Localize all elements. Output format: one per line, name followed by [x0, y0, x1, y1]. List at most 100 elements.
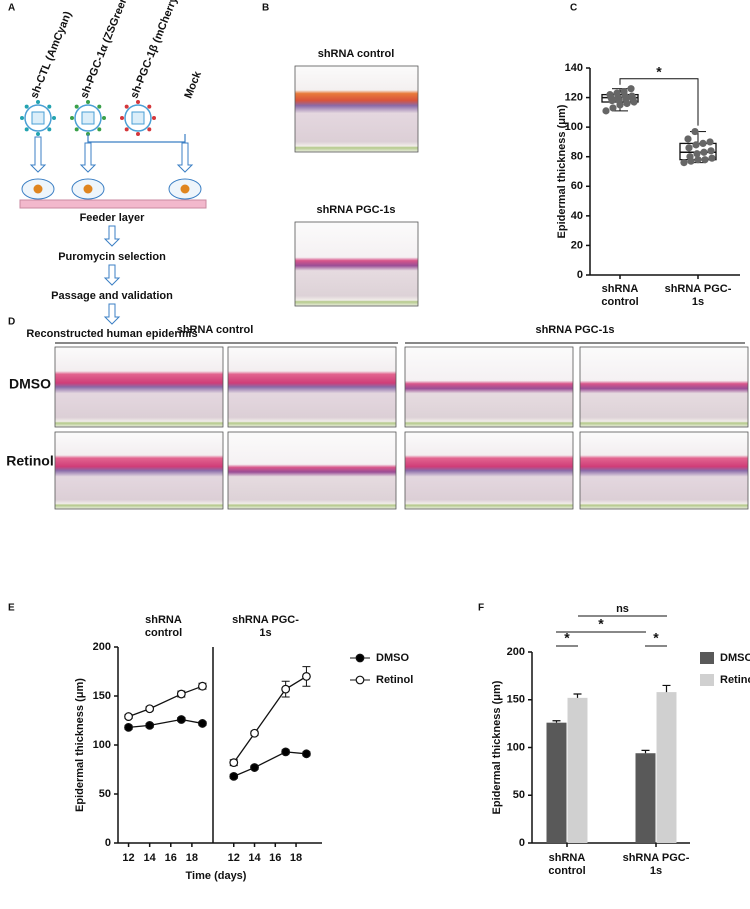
- data-point: [281, 684, 291, 694]
- step-label: Reconstructed human epidermis: [26, 328, 197, 340]
- arrow: [103, 303, 121, 325]
- nucleus: [33, 184, 43, 194]
- y-tick-label: 0: [577, 269, 583, 281]
- virus-spike: [36, 132, 40, 136]
- histology-image: [579, 346, 749, 428]
- legend-swatch: [700, 652, 714, 664]
- vector-label: sh-CTL (AmCyan): [28, 9, 74, 100]
- x-tick-label: shRNA PGC-1s: [622, 852, 690, 877]
- data-point: [627, 85, 635, 93]
- panel-label: B: [262, 3, 269, 14]
- virus-spike: [147, 104, 152, 109]
- legend-marker: [355, 675, 365, 685]
- virus-core: [31, 111, 45, 125]
- virus-spike: [24, 104, 29, 109]
- x-tick-label-box: shRNA control: [601, 283, 639, 308]
- data-point: [613, 89, 621, 97]
- column-label: shRNA control: [177, 324, 254, 336]
- y-tick-label: 50: [513, 789, 525, 801]
- data-point: [198, 719, 207, 728]
- y-tick-label: 100: [93, 739, 111, 751]
- virus-core: [131, 111, 145, 125]
- panel-label: F: [478, 603, 484, 614]
- arrow: [103, 264, 121, 286]
- data-point: [250, 763, 259, 772]
- y-tick-label: 50: [99, 788, 111, 800]
- x-tick-label: shRNA PGC-1s: [664, 283, 732, 308]
- y-tick-label: 100: [507, 741, 525, 753]
- data-point: [229, 758, 239, 768]
- y-tick-label: 120: [565, 91, 583, 103]
- x-tick-label: 18: [186, 852, 198, 864]
- y-axis-label: Epidermal thickness (μm): [556, 104, 568, 238]
- x-tick-label-box: shRNA PGC-1s: [622, 852, 690, 877]
- series-line: [233, 675, 307, 764]
- data-point: [606, 91, 614, 99]
- column-label: shRNA PGC-1s: [535, 324, 614, 336]
- histology-image: [294, 65, 419, 153]
- bar: [546, 722, 567, 843]
- histology-image: [404, 346, 574, 428]
- data-point: [620, 88, 628, 96]
- panel-label: E: [8, 603, 15, 614]
- virus-spike: [124, 104, 129, 109]
- x-tick-label: shRNA control: [601, 283, 639, 308]
- data-point: [145, 704, 155, 714]
- data-point: [229, 771, 239, 781]
- virus-spike: [147, 127, 152, 132]
- legend-swatch: [700, 674, 714, 686]
- data-point: [124, 712, 133, 721]
- data-point: [693, 150, 701, 158]
- data-point: [198, 681, 207, 691]
- nucleus: [180, 184, 190, 194]
- bar: [656, 692, 677, 843]
- x-tick-label: 14: [248, 852, 261, 864]
- image-label: shRNA PGC-1s: [316, 204, 395, 216]
- histology-image: [54, 431, 224, 510]
- data-point: [302, 672, 311, 681]
- virus-spike: [36, 100, 40, 104]
- data-point: [706, 138, 714, 146]
- y-axis-label: Epidermal thickness (μm): [491, 680, 503, 814]
- image-label: shRNA control: [318, 48, 395, 60]
- nucleus: [83, 184, 93, 194]
- error-bar: [573, 693, 582, 698]
- data-point: [176, 689, 186, 699]
- significance-bracket: [619, 78, 699, 126]
- feeder-layer: [19, 199, 207, 209]
- virus-core: [81, 111, 95, 125]
- y-tick-label: 200: [93, 641, 111, 653]
- step-label: Puromycin selection: [58, 251, 166, 263]
- x-tick-label: 16: [269, 852, 281, 864]
- legend-marker: [355, 653, 365, 663]
- data-point: [176, 715, 186, 724]
- data-point: [124, 722, 133, 732]
- virus-spike: [47, 104, 52, 109]
- y-tick-label: 80: [571, 151, 583, 163]
- legend-label: DMSO: [720, 652, 750, 664]
- arrow: [29, 136, 47, 173]
- vector-label: sh-PGC-1α (ZSGreen): [78, 0, 132, 100]
- y-tick-label: 60: [571, 180, 583, 192]
- x-axis-label: Time (days): [186, 870, 247, 882]
- series-line: [128, 718, 203, 729]
- virus-spike: [124, 127, 129, 132]
- row-label: Retinol: [6, 453, 53, 469]
- data-point: [145, 721, 155, 730]
- virus-spike: [136, 132, 140, 136]
- data-point: [680, 159, 688, 167]
- y-tick-label: 100: [565, 121, 583, 133]
- y-tick-label: 0: [105, 837, 111, 849]
- significance-label: *: [653, 630, 659, 646]
- facet-title: shRNA control: [144, 614, 183, 639]
- step-label: Feeder layer: [80, 212, 146, 224]
- x-tick-label: 12: [122, 852, 134, 864]
- virus-spike: [152, 116, 156, 120]
- y-tick-label: 150: [507, 694, 525, 706]
- arrow: [79, 142, 97, 173]
- data-point: [691, 127, 699, 136]
- histology-image: [227, 346, 397, 428]
- bar: [635, 753, 656, 843]
- data-point: [692, 141, 700, 149]
